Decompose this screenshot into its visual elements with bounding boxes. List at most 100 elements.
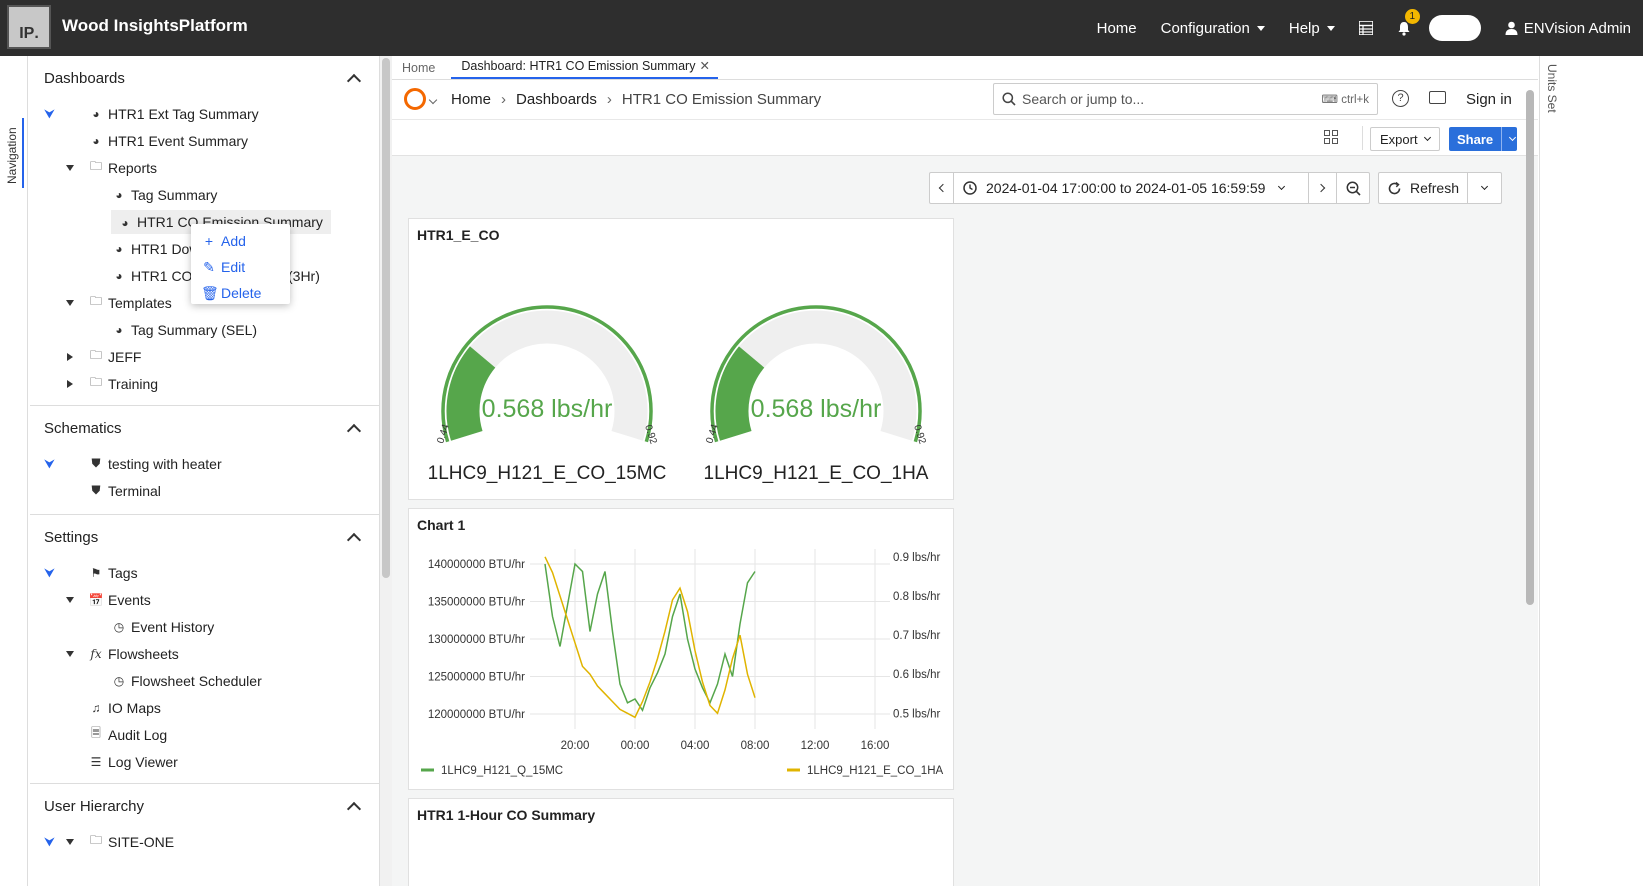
tree-item-htr1-event-summary[interactable]: ◕ HTR1 Event Summary [30,127,379,154]
tree-item-htr1-ext-tag-summary[interactable]: ⮟ ◕ HTR1 Ext Tag Summary [30,100,379,127]
search-input[interactable]: Search or jump to... ⌨ ctrl+k [993,83,1378,115]
refresh-label: Refresh [1409,180,1460,196]
tree-folder-templates[interactable]: 🗀 Templates [30,289,379,316]
sign-in-link[interactable]: Sign in [1466,91,1512,108]
user-menu[interactable]: ENVision Admin [1505,20,1631,37]
list-icon[interactable] [1358,21,1373,35]
tree-item-flowsheet-scheduler[interactable]: ◷ Flowsheet Scheduler [30,667,379,694]
chevron-up-icon[interactable] [346,423,362,439]
gauge-1-value: 0.568 lbs/hr [751,395,882,423]
expand-caret-icon[interactable] [66,838,74,845]
chevron-up-icon[interactable] [346,801,362,817]
schematics-header[interactable]: Schematics [30,406,379,450]
zoom-out-button[interactable] [1337,172,1370,204]
gauge-panel[interactable]: HTR1_E_CO 1LHC9_H121_E_CO_15MC 1LHC9_H12… [408,218,954,500]
refresh-interval-dropdown[interactable] [1468,172,1502,204]
tree-item-htr1-co-3hr[interactable]: ◕ HTR1 CO (3Hr) [30,262,379,289]
chart-grid [530,549,890,729]
legend-label-q-15mc[interactable]: 1LHC9_H121_Q_15MC [441,765,563,777]
chevron-up-icon[interactable] [346,532,362,548]
export-button[interactable]: Export [1370,127,1440,151]
nav-home[interactable]: Home [1097,20,1137,37]
nav-configuration[interactable]: Configuration [1161,20,1265,37]
tab-home[interactable]: Home [392,61,445,79]
chevron-down-icon[interactable] [1509,133,1517,142]
tree-item-flowsheets[interactable]: fx Flowsheets [30,640,379,667]
expand-caret-icon[interactable] [66,596,74,603]
chart-panel[interactable]: Chart 1 140000000 BTU/hr 135000000 BTU/hr… [408,508,954,790]
collapsed-caret-icon[interactable] [67,352,73,361]
add-panel-icon[interactable] [1324,130,1338,144]
tree-folder-training[interactable]: 🗀 Training [30,370,379,397]
tree-item-terminal[interactable]: ⛊ Terminal [30,477,379,504]
tree-item-tags[interactable]: ⮟ ⚑ Tags [30,559,379,586]
dashboards-title: Dashboards [44,69,125,87]
tree-item-io-maps[interactable]: ♫ IO Maps [30,694,379,721]
chart-series [544,556,756,719]
expand-caret-icon[interactable] [66,299,74,306]
chevron-down-icon[interactable] [428,95,438,105]
user-hierarchy-header[interactable]: User Hierarchy [30,784,379,828]
refresh-button[interactable]: Refresh [1378,172,1468,204]
collapse-all-icon[interactable]: ⮟ [44,833,56,849]
help-icon[interactable]: ? [1392,90,1409,107]
bell-icon[interactable]: 1 [1397,8,1420,36]
monitor-icon[interactable] [1429,91,1446,104]
schematics-title: Schematics [44,419,122,437]
pencil-icon: ✎ [203,258,215,275]
sidebar-scroll-thumb[interactable] [382,58,390,578]
dashboards-header[interactable]: Dashboards [30,56,379,100]
navigation-tab[interactable]: Navigation [4,118,24,188]
series-line-1lhc9_h121_e_co_1ha[interactable] [544,556,756,719]
collapsed-caret-icon[interactable] [67,379,73,388]
tree-item-event-history[interactable]: ◷ Event History [30,613,379,640]
collapse-all-icon[interactable]: ⮟ [44,455,56,471]
close-tab-icon[interactable]: ✕ [699,59,710,73]
context-menu-edit[interactable]: ✎ Edit [191,254,290,280]
legend-label-e-co-1ha[interactable]: 1LHC9_H121_E_CO_1HA [807,765,943,777]
theme-toggle[interactable] [1428,15,1481,41]
tree-item-events[interactable]: 📅 Events [30,586,379,613]
content-scroll-thumb[interactable] [1526,90,1534,605]
share-button[interactable]: Share [1449,127,1517,151]
breadcrumb-dashboards[interactable]: Dashboards [516,91,597,108]
time-back-button[interactable] [929,172,954,204]
time-range-picker[interactable]: 2024-01-04 17:00:00 to 2024-01-05 16:59:… [954,172,1309,204]
summary-panel[interactable]: HTR1 1-Hour CO Summary [408,798,954,886]
tree-item-audit-log[interactable]: 🗏 Audit Log [30,721,379,748]
tab-dashboard[interactable]: Dashboard: HTR1 CO Emission Summary ✕ [451,58,718,79]
navigation-side-tab[interactable]: Navigation [0,56,28,886]
tree-item-testing-with-heater[interactable]: ⮟ ⛊ testing with heater [30,450,379,477]
grid-cell [1324,130,1330,136]
grid-cell [1324,138,1330,144]
grid-cell [1332,130,1338,136]
logo[interactable]: IP. [7,5,51,49]
grafana-logo-icon[interactable] [404,88,426,110]
collapse-all-icon[interactable]: ⮟ [44,105,56,121]
collapse-all-icon[interactable]: ⮟ [44,564,56,580]
tree-item-tag-summary-sel[interactable]: ◕ Tag Summary (SEL) [30,316,379,343]
series-line-1lhc9_h121_q_15mc[interactable] [544,562,756,712]
breadcrumb-home[interactable]: Home [451,91,492,108]
tree-item-log-viewer[interactable]: ☰ Log Viewer [30,748,379,775]
time-forward-button[interactable] [1309,172,1337,204]
context-menu-add[interactable]: + Add [191,228,290,254]
y-left-tick-label: 130000000 BTU/hr [428,634,525,646]
search-icon [1002,92,1016,106]
y-left-tick-label: 125000000 BTU/hr [428,672,525,684]
x-tick-label: 12:00 [801,740,830,752]
expand-caret-icon[interactable] [66,650,74,657]
bell-icon-svg [1398,21,1410,36]
expand-caret-icon[interactable] [66,164,74,171]
chevron-up-icon[interactable] [346,73,362,89]
nav-help[interactable]: Help [1289,20,1335,37]
tree-folder-reports[interactable]: 🗀 Reports [30,154,379,181]
units-set-side-tab[interactable]: Units Set [1539,56,1568,886]
tree-item-label: SITE-ONE [108,833,175,850]
tree-item-site-one[interactable]: ⮟ 🗀 SITE-ONE [30,828,379,855]
tree-item-tag-summary[interactable]: ◕ Tag Summary [30,181,379,208]
tree-folder-jeff[interactable]: 🗀 JEFF [30,343,379,370]
function-icon: fx [90,646,102,661]
settings-header[interactable]: Settings [30,515,379,559]
context-menu-delete[interactable]: 🗑 Delete [191,280,290,306]
